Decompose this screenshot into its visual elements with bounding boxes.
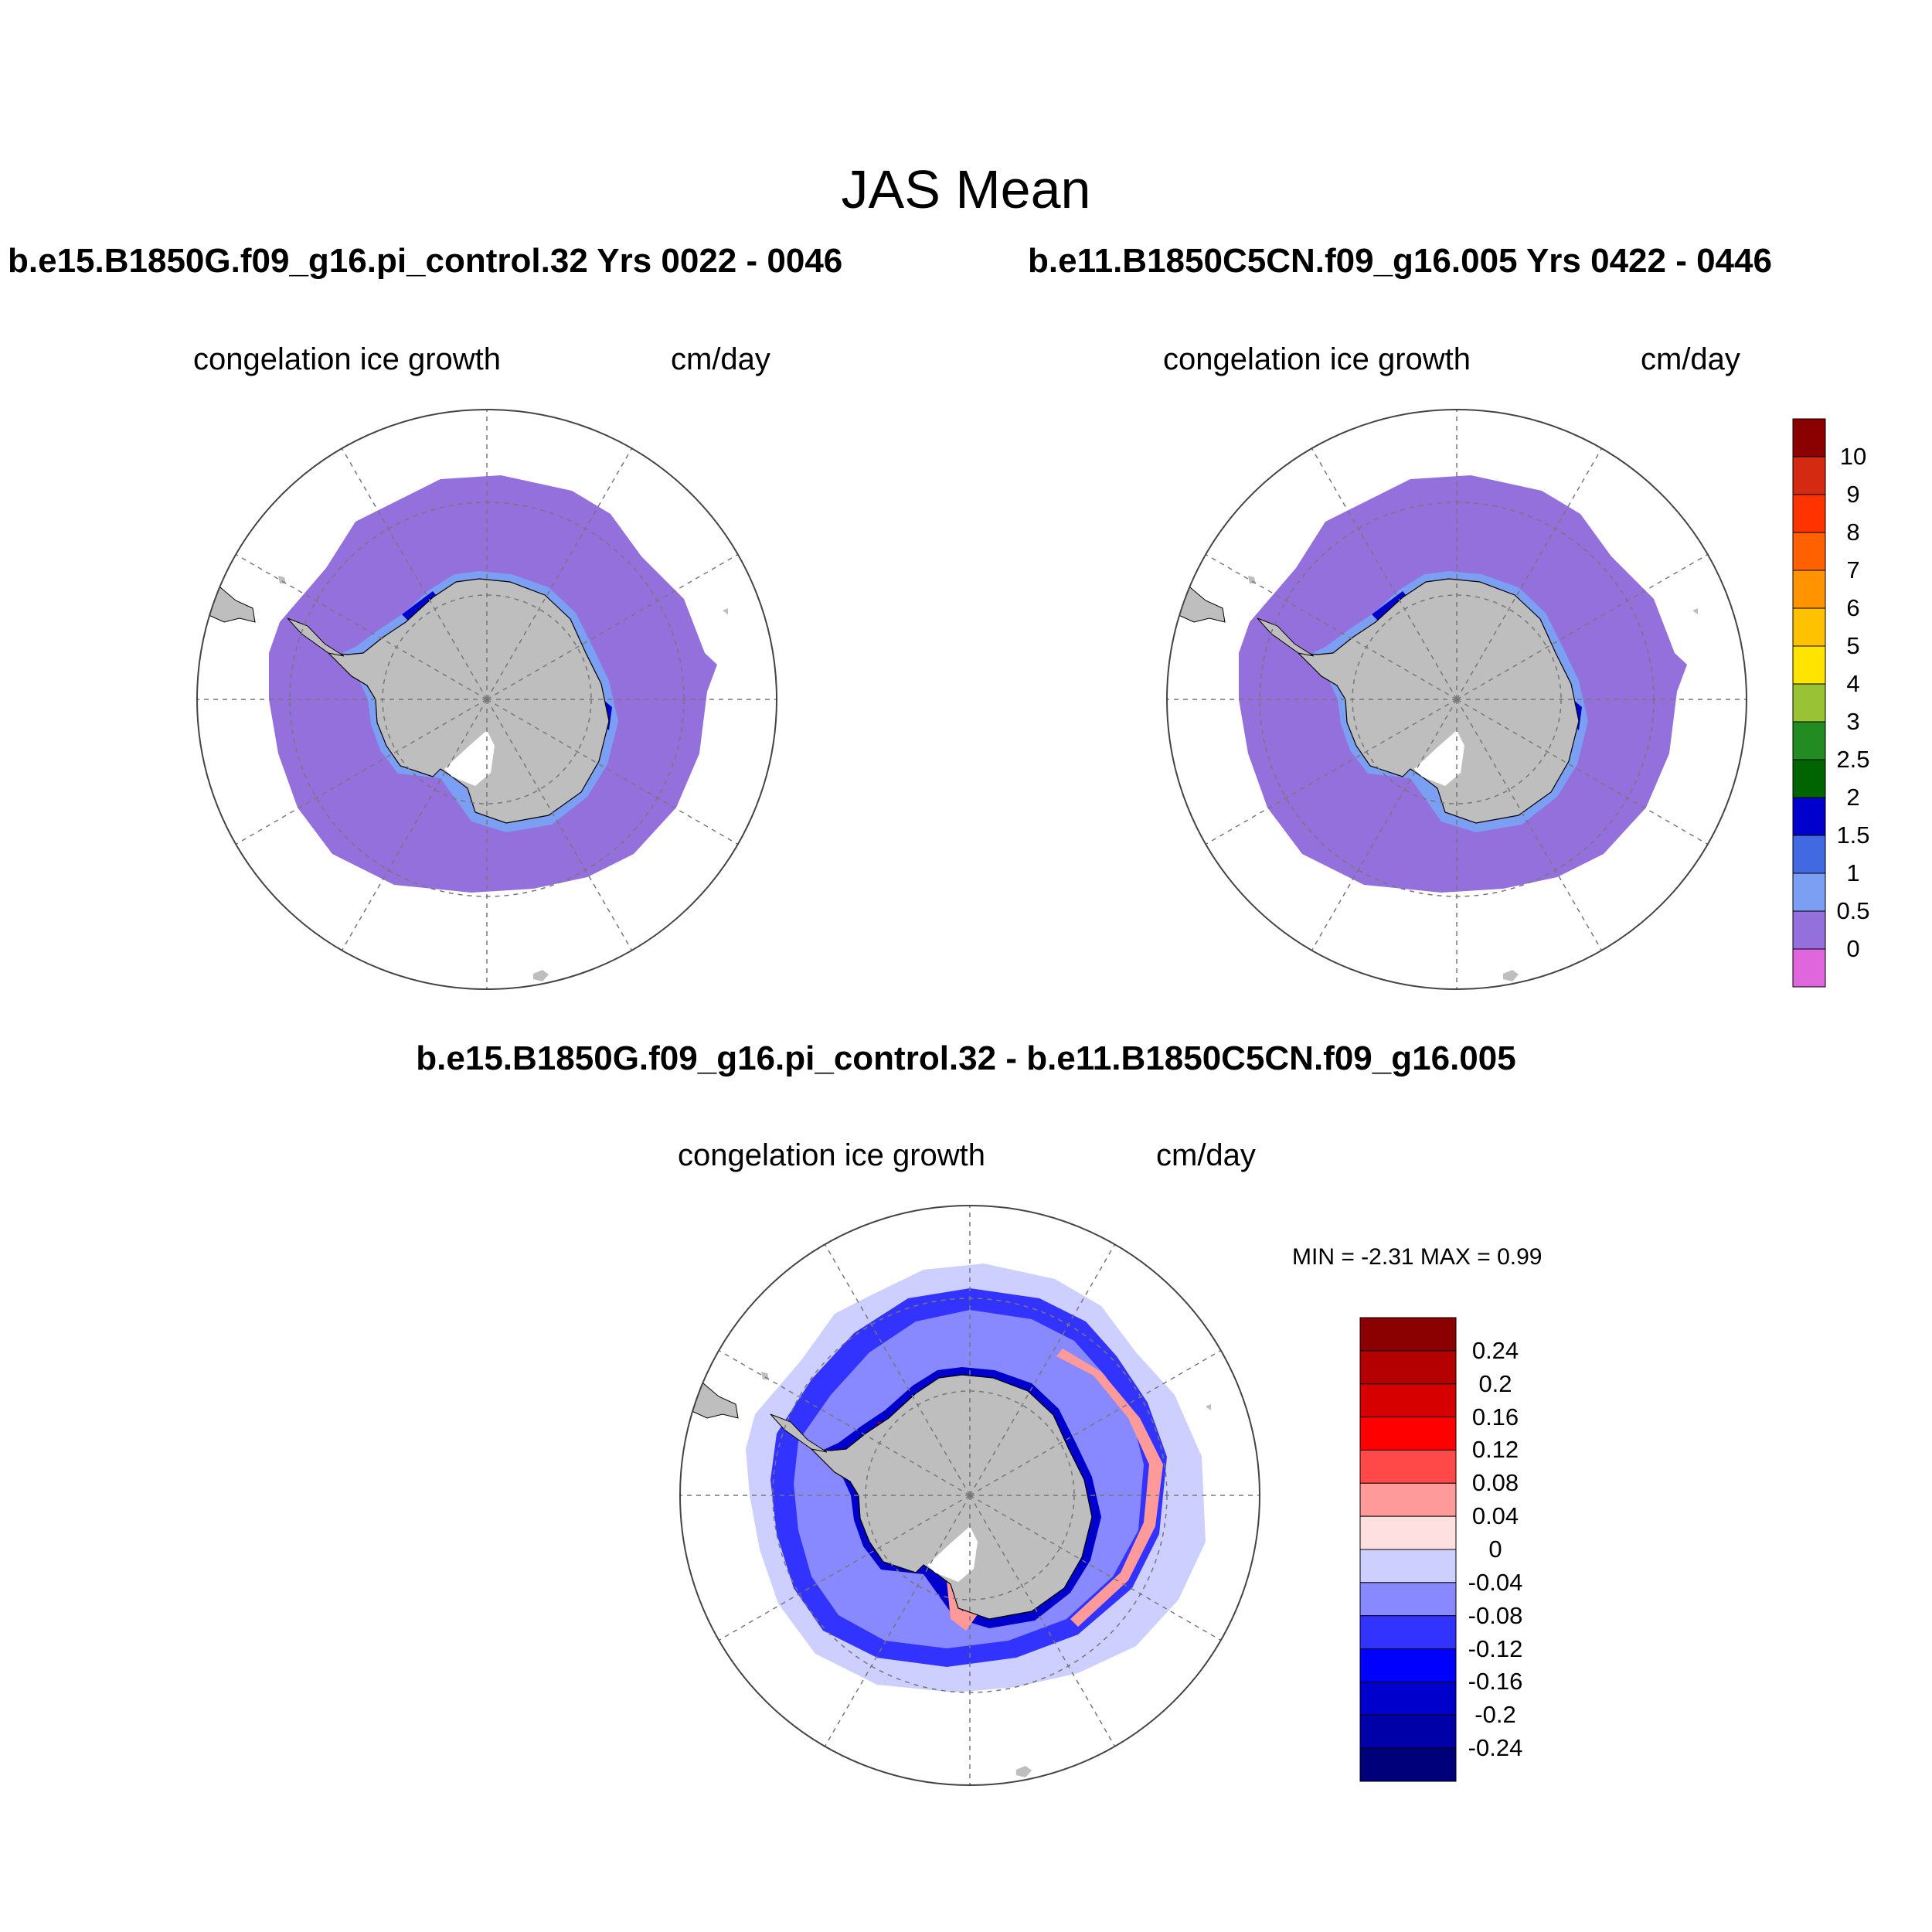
difference-colorbar-swatch [1359,1549,1457,1583]
figure-title: JAS Mean [841,159,1091,219]
panel-3-units-label: cm/day [1156,1138,1256,1172]
panel-3-case-title: b.e15.B1850G.f09_g16.pi_control.32 - b.e… [416,1039,1516,1077]
difference-colorbar-swatch [1359,1482,1457,1517]
difference-colorbar-tick-label: 0.08 [1471,1469,1519,1497]
model-colorbar-tick-label: 7 [1846,556,1860,583]
difference-colorbar-swatch [1359,1615,1457,1650]
graticule [680,1206,1260,1785]
difference-colorbar-swatch [1359,1515,1457,1550]
positive-anomaly-arc [1056,1349,1163,1627]
map-border [1166,409,1747,990]
model-colorbar-swatch [1792,607,1826,647]
difference-colorbar-tick-label: -0.24 [1468,1734,1523,1762]
difference-colorbar-swatch [1359,1648,1457,1682]
model-colorbar-tick-label: 3 [1846,708,1860,735]
model-colorbar-tick-label: 1 [1846,859,1860,886]
difference-colorbar-tick-label: 0.12 [1471,1436,1519,1464]
panel-2-map [1166,409,1747,990]
model-colorbar-swatch [1792,494,1826,533]
model-colorbar-swatch [1792,456,1826,495]
model-colorbar-tick-label: 8 [1846,519,1860,546]
diff-min-max-label: MIN = -2.31 MAX = 0.99 [1292,1244,1543,1270]
difference-colorbar-tick-label: 0.24 [1471,1336,1519,1364]
difference-colorbar-swatch [1359,1417,1457,1451]
difference-colorbar [1359,1317,1457,1782]
difference-colorbar-tick-label: -0.12 [1468,1634,1523,1662]
model-colorbar-tick-label: 5 [1846,632,1860,659]
panel-2-variable-label: congelation ice growth [1163,342,1471,376]
difference-colorbar-swatch [1359,1350,1457,1385]
model-colorbar-swatch [1792,418,1826,457]
difference-colorbar-swatch [1359,1681,1457,1716]
difference-colorbar-tick-label: -0.16 [1468,1668,1523,1696]
graticule [197,410,777,989]
panel-1-case-title: b.e15.B1850G.f09_g16.pi_control.32 Yrs 0… [8,242,843,280]
panel-1-map [196,409,777,990]
panel-3-variable-label: congelation ice growth [678,1138,986,1172]
model-colorbar-swatch [1792,645,1826,685]
difference-colorbar-swatch [1359,1317,1457,1352]
difference-colorbar-swatch [1359,1747,1457,1782]
model-colorbar-tick-label: 9 [1846,481,1860,508]
difference-colorbar-tick-label: 0.16 [1471,1403,1519,1430]
difference-colorbar-tick-label: -0.08 [1468,1601,1523,1629]
panel-2-case-title: b.e11.B1850C5CN.f09_g16.005 Yrs 0422 - 0… [1028,242,1772,280]
model-colorbar-swatch [1792,872,1826,912]
model-colorbar-tick-label: 6 [1846,594,1860,621]
model-colorbar-swatch [1792,532,1826,571]
difference-colorbar-tick-label: 0.04 [1471,1502,1519,1530]
difference-colorbar-swatch [1359,1582,1457,1617]
model-colorbar-swatch [1792,797,1826,836]
model-colorbar-swatch [1792,835,1826,874]
panel-1-units-label: cm/day [671,342,770,376]
model-colorbar [1792,418,1826,988]
panel-1-variable-label: congelation ice growth [193,342,502,376]
difference-colorbar-tick-label: -0.2 [1475,1701,1516,1729]
difference-colorbar-tick-label: 0.2 [1478,1369,1512,1397]
model-colorbar-swatch [1792,721,1826,760]
model-colorbar-tick-label: 10 [1839,443,1867,470]
model-colorbar-tick-label: 1.5 [1836,821,1870,849]
model-colorbar-swatch [1792,683,1826,723]
model-colorbar-swatch [1792,570,1826,609]
model-colorbar-tick-label: 2.5 [1836,746,1870,773]
difference-colorbar-tick-label: 0 [1488,1536,1502,1563]
panel-2-units-label: cm/day [1641,342,1740,376]
map-border [679,1205,1260,1786]
difference-colorbar-swatch [1359,1383,1457,1418]
difference-colorbar-tick-label: -0.04 [1468,1568,1523,1596]
graticule [1167,410,1747,989]
model-colorbar-swatch [1792,948,1826,988]
model-colorbar-tick-label: 0.5 [1836,897,1870,924]
model-colorbar-tick-label: 2 [1846,784,1860,811]
model-colorbar-tick-label: 4 [1846,670,1860,697]
difference-colorbar-swatch [1359,1449,1457,1484]
map-border [196,409,777,990]
panel-3-map [679,1205,1260,1786]
model-colorbar-tick-label: 0 [1846,935,1860,962]
difference-colorbar-swatch [1359,1714,1457,1749]
model-colorbar-swatch [1792,759,1826,798]
